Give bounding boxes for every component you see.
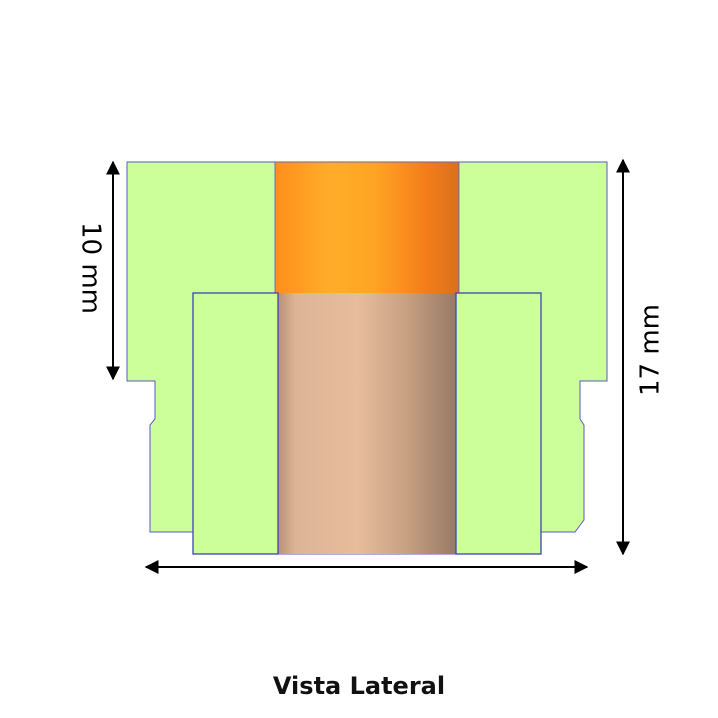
core-lower-section bbox=[278, 293, 456, 554]
caption: Vista Lateral bbox=[272, 672, 446, 700]
right-dimension-label: 17 mm bbox=[636, 304, 666, 396]
inner-right-sleeve bbox=[455, 292, 542, 555]
core-upper-section bbox=[274, 161, 460, 295]
left-dimension-label: 10 mm bbox=[76, 222, 106, 314]
inner-left-sleeve bbox=[192, 292, 279, 555]
